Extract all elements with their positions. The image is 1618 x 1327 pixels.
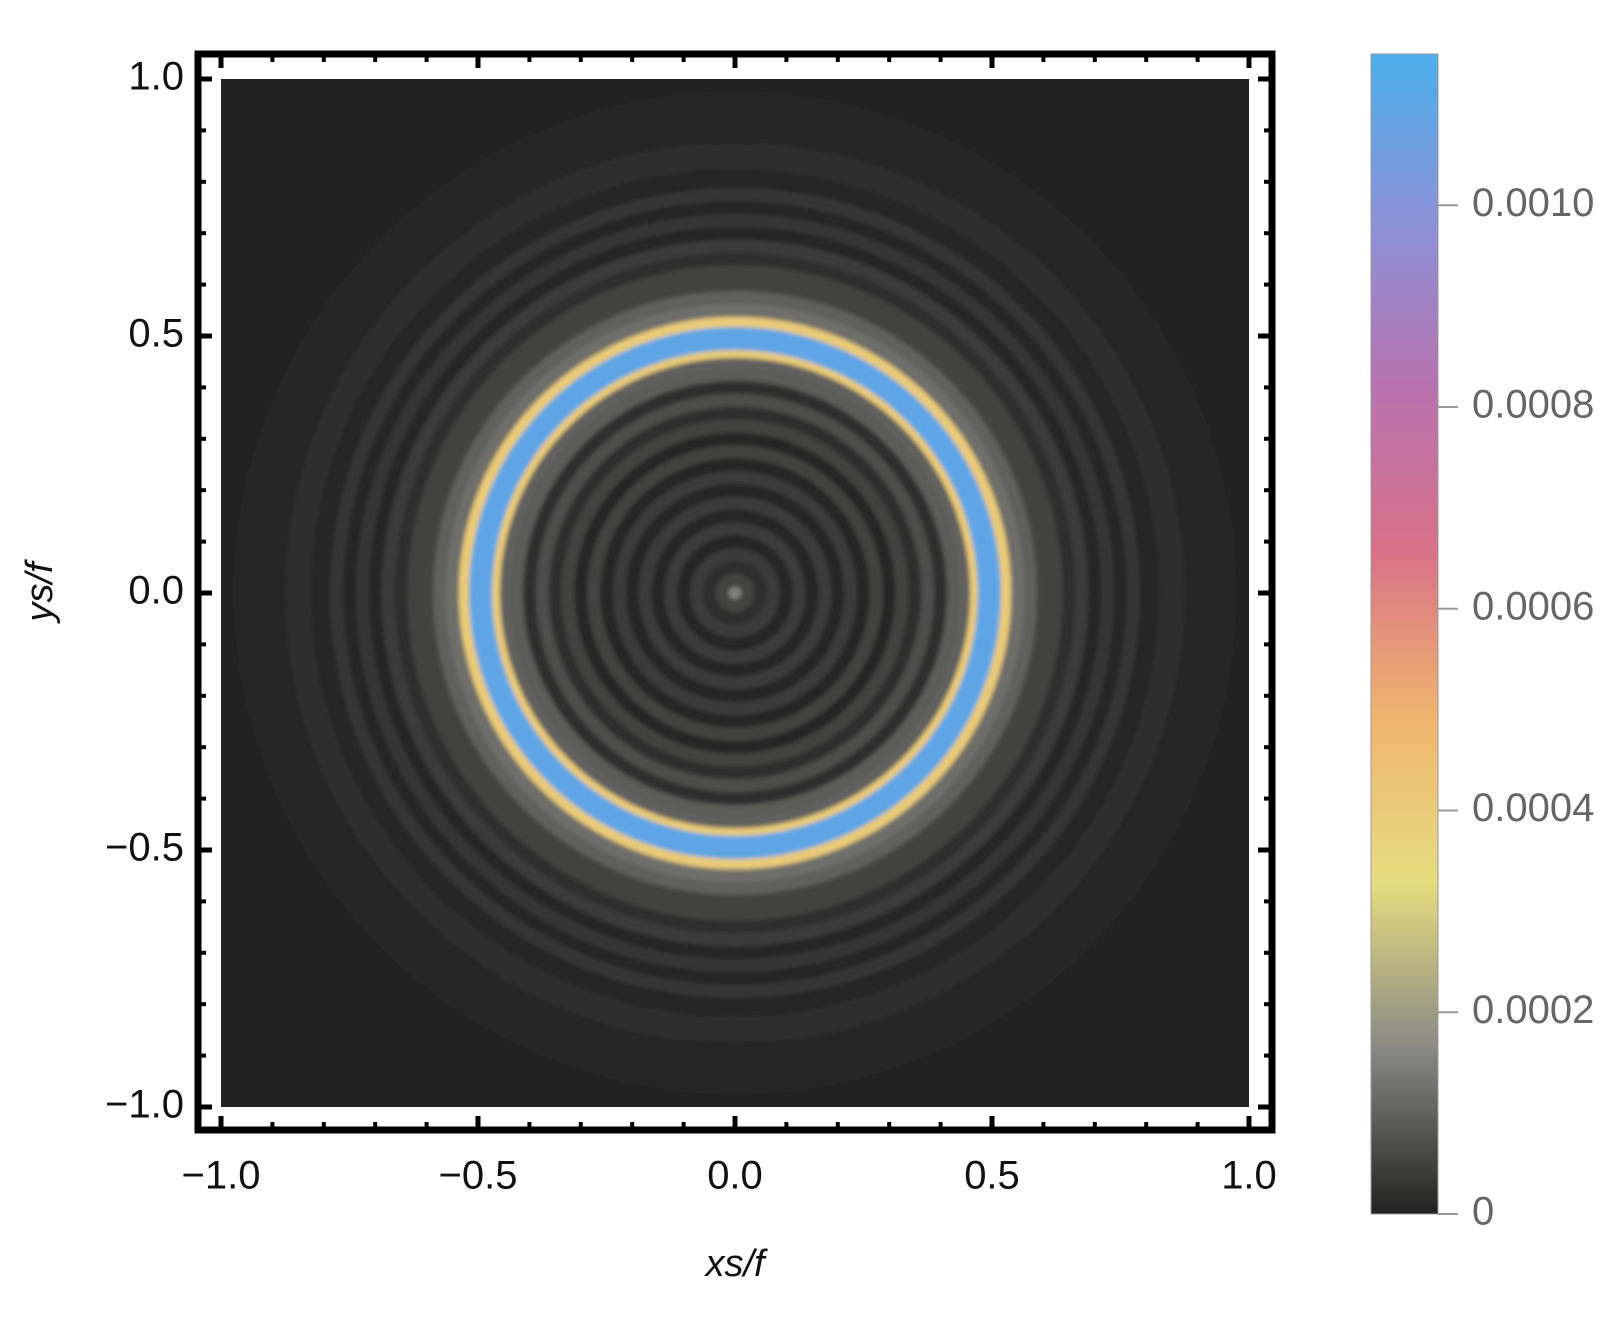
y-tick-label: 0.0 bbox=[128, 569, 184, 613]
colorbar-tick-label: 0.0002 bbox=[1472, 988, 1594, 1032]
x-tick-label: −0.5 bbox=[439, 1154, 518, 1198]
y-tick-label: −1.0 bbox=[105, 1083, 184, 1127]
colorbar-tick-label: 0 bbox=[1472, 1190, 1494, 1234]
rings bbox=[221, 79, 1249, 1107]
y-tick-label: 1.0 bbox=[128, 55, 184, 99]
colorbar bbox=[1370, 53, 1439, 1215]
colorbar-tick-label: 0.0008 bbox=[1472, 383, 1594, 427]
y-axis-label: ys/f bbox=[19, 559, 61, 625]
colorbar-tick-label: 0.0006 bbox=[1472, 584, 1594, 628]
density-field bbox=[221, 79, 1249, 1107]
x-tick-label: 1.0 bbox=[1221, 1154, 1277, 1198]
colorbar-tick-label: 0.0010 bbox=[1472, 181, 1594, 225]
x-tick-label: 0.5 bbox=[964, 1154, 1020, 1198]
x-tick-label: −1.0 bbox=[182, 1154, 261, 1198]
y-tick-label: 0.5 bbox=[128, 312, 184, 356]
x-tick-label: 0.0 bbox=[707, 1154, 763, 1198]
ring bbox=[728, 586, 742, 600]
y-tick-label: −0.5 bbox=[105, 826, 184, 870]
x-axis-label: xs/f bbox=[703, 1243, 768, 1285]
colorbar-tick-label: 0.0004 bbox=[1472, 786, 1594, 830]
